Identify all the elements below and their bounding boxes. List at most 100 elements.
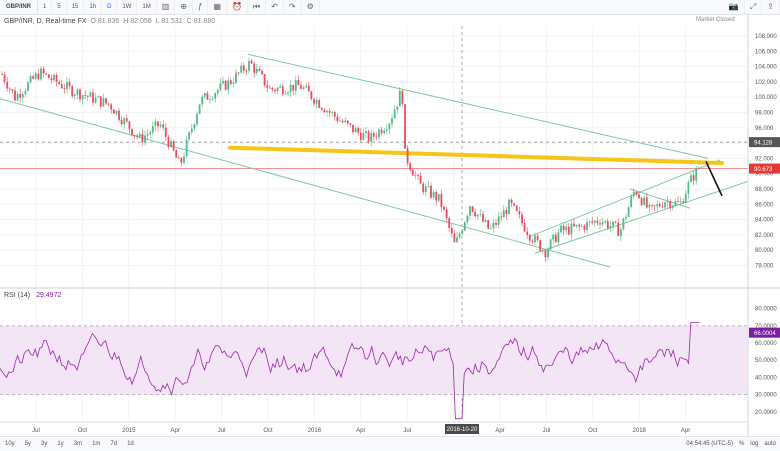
- bars-style-icon[interactable]: ▥: [157, 0, 176, 14]
- candle-body: [609, 225, 612, 229]
- range-5y[interactable]: 5y: [24, 441, 32, 447]
- undo-icon[interactable]: ↶: [266, 0, 284, 14]
- camera-icon[interactable]: 📷: [724, 0, 745, 14]
- price-tick-label: 106.000: [755, 49, 777, 55]
- candle-body: [461, 230, 464, 234]
- interval-1m[interactable]: 1M: [137, 0, 157, 14]
- interval-d[interactable]: D: [102, 0, 118, 14]
- candle-body: [47, 74, 50, 79]
- time-tick-label: Apr: [495, 428, 504, 434]
- candle-body: [518, 211, 521, 215]
- candle-body: [632, 191, 635, 197]
- candle-body: [562, 225, 565, 231]
- interval-5[interactable]: 5: [52, 0, 67, 14]
- candle-body: [588, 221, 591, 223]
- candle-body: [521, 214, 523, 224]
- auto-toggle[interactable]: auto: [764, 441, 776, 447]
- settings-icon[interactable]: ⚙: [302, 0, 320, 14]
- time-tick-label: 2018: [633, 428, 647, 434]
- candle-body: [292, 84, 295, 91]
- candle-body: [419, 175, 422, 184]
- candle-body: [474, 211, 477, 217]
- range-7d[interactable]: 7d: [110, 441, 118, 447]
- candle-body: [255, 68, 258, 73]
- candle-body: [66, 82, 68, 90]
- range-1y[interactable]: 1y: [57, 441, 64, 447]
- compare-icon[interactable]: ⊕: [175, 0, 194, 14]
- candle-body: [60, 84, 63, 89]
- candle-body: [271, 87, 274, 90]
- candle-body: [692, 175, 695, 181]
- candle-body: [188, 132, 191, 140]
- candle-body: [583, 225, 586, 230]
- fullscreen-icon[interactable]: ⤢: [745, 0, 763, 14]
- symbol-search[interactable]: GBP/INR: [0, 0, 39, 14]
- alert-icon[interactable]: ⏰: [227, 0, 249, 14]
- range-3y[interactable]: 3y: [41, 441, 48, 447]
- candle-body: [479, 214, 482, 215]
- candle-body: [141, 134, 144, 143]
- grid: [0, 26, 748, 420]
- interval-1[interactable]: 1: [38, 0, 53, 14]
- interval-15[interactable]: 15: [67, 0, 85, 14]
- candle-body: [341, 120, 344, 123]
- candle-body: [557, 232, 560, 243]
- rsi-tick-label: 80.0000: [755, 307, 777, 313]
- range-3m[interactable]: 3m: [73, 441, 83, 447]
- candle-body: [3, 74, 6, 82]
- candle-body: [76, 89, 79, 95]
- candle-body: [45, 73, 48, 75]
- candle-body: [196, 113, 198, 125]
- chart-canvas[interactable]: 108.000 106.000 104.000 102.000 100.000 98.00…: [0, 0, 780, 436]
- interval-1w[interactable]: 1W: [117, 0, 138, 14]
- candle-body: [339, 120, 341, 122]
- candle-body: [372, 133, 375, 137]
- time-tick-label: Oct: [588, 428, 598, 434]
- candle-body: [29, 75, 32, 83]
- candle-body: [375, 136, 378, 138]
- log-toggle[interactable]: log: [750, 441, 759, 447]
- candle-body: [81, 95, 84, 100]
- replay-icon[interactable]: ⏮: [248, 0, 267, 14]
- candles: [1, 57, 700, 263]
- candle-body: [232, 82, 235, 84]
- candle-body: [534, 235, 536, 243]
- candle-body: [159, 124, 162, 127]
- percent-toggle[interactable]: %: [738, 441, 745, 447]
- candle-body: [645, 197, 648, 208]
- range-10y[interactable]: 10y: [5, 441, 15, 447]
- price-tick-label: 96.000: [755, 126, 774, 132]
- candle-body: [656, 204, 659, 207]
- candle-body: [162, 124, 165, 128]
- candle-body: [89, 92, 92, 97]
- price-tick-label: 90.000: [755, 172, 774, 178]
- range-1m[interactable]: 1m: [92, 441, 101, 447]
- legend-high: H 82.056: [123, 18, 152, 25]
- candle-body: [203, 93, 206, 97]
- candle-body: [136, 135, 139, 137]
- candle-body: [222, 80, 224, 84]
- candle-body: [651, 205, 653, 206]
- candle-body: [664, 202, 666, 208]
- candle-body: [604, 221, 607, 223]
- candle-body: [177, 157, 180, 159]
- candle-body: [370, 133, 373, 142]
- candle-body: [170, 141, 172, 148]
- candle-body: [279, 86, 282, 88]
- candle-body: [440, 194, 443, 208]
- time-tick-label: Apr: [681, 428, 690, 434]
- candle-body: [445, 209, 448, 219]
- candle-body: [331, 112, 334, 113]
- candle-body: [71, 86, 74, 97]
- templates-icon[interactable]: ▦: [208, 0, 228, 14]
- candle-body: [209, 99, 211, 101]
- time-tick-label: Jul: [543, 428, 551, 434]
- candle-body: [6, 81, 9, 89]
- time-tick-label: 2015: [122, 428, 136, 434]
- indicators-icon[interactable]: ƒ: [193, 0, 209, 14]
- range-1d[interactable]: 1d: [127, 441, 134, 447]
- redo-icon[interactable]: ↷: [284, 0, 302, 14]
- candle-body: [175, 150, 178, 158]
- interval-1h[interactable]: 1h: [84, 0, 103, 14]
- bottom-bar: 10y 5y 3y 1y 3m 1m 7d 1d 04:54:45 (UTC-5…: [0, 436, 780, 451]
